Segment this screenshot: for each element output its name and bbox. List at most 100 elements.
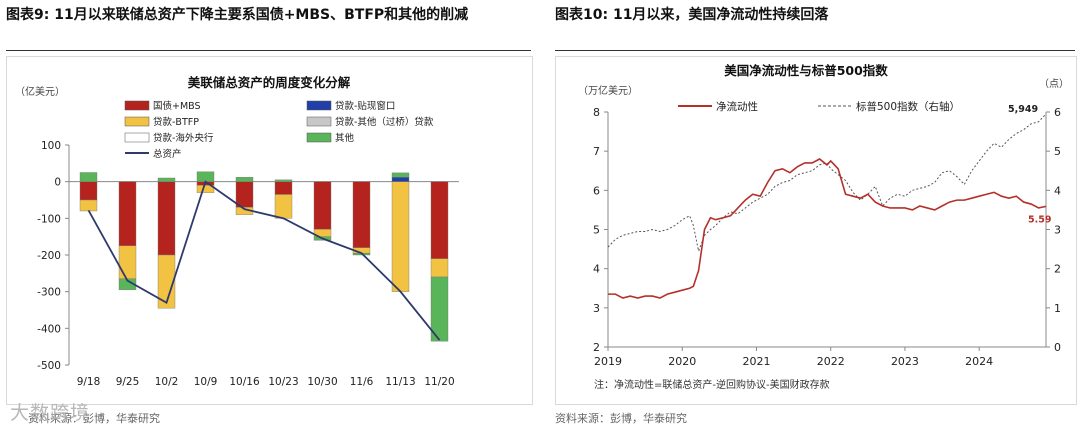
- net-liquidity-line: [608, 158, 1047, 299]
- bar-treasury_mbs: [118, 181, 137, 247]
- source-note: 资料来源：彭博，华泰研究: [28, 412, 160, 425]
- bar-other: [157, 177, 176, 182]
- x-tick-label: 11/13: [385, 376, 415, 388]
- legend-swatch-other: [306, 132, 332, 143]
- legend-swatch-other-credit: [306, 116, 332, 127]
- bar-btfp: [391, 181, 410, 292]
- bar-treasury_mbs: [352, 181, 371, 248]
- bar-btfp: [79, 199, 98, 212]
- x-tick-label: 10/16: [229, 376, 260, 388]
- figure-10-panel: 美国净流动性与标普500指数 （万亿美元） （点） 净流动性 标普500指数（右…: [555, 56, 1077, 405]
- bar-btfp: [430, 258, 449, 278]
- plot-area: 100 0 -100 -200 -300 -400 -500 9/18 9/25 10/2 10/9…: [37, 140, 459, 388]
- bar-btfp: [274, 194, 293, 219]
- source-note: 资料来源：彭博，华泰研究: [555, 412, 687, 425]
- x-tick-label: 10/9: [194, 376, 218, 388]
- weekly-balance-sheet-chart: 美联储总资产的周度变化分解 （亿美元） 国债+MBS 贷款-贴现窗口 贷款-BT…: [15, 75, 459, 388]
- left-tick-label: 2: [593, 341, 600, 354]
- legend-label-other: 其他: [335, 132, 355, 144]
- bar-other: [391, 172, 410, 178]
- bar-other: [430, 276, 449, 342]
- chart-title: 美国净流动性与标普500指数: [724, 63, 888, 78]
- bar-treasury_mbs: [79, 181, 98, 201]
- sp500-last-label: 5,949: [1008, 104, 1038, 115]
- left-tick-label: 7: [593, 145, 600, 158]
- bar-other: [79, 172, 98, 182]
- chart-title: 美联储总资产的周度变化分解: [188, 75, 351, 90]
- watermark: 大数跨境: [10, 402, 91, 424]
- x-tick-label: 9/25: [116, 376, 140, 388]
- right-tick-label: 5: [1054, 145, 1061, 158]
- sp500-line: [607, 113, 1047, 253]
- y-tick-label: -300: [37, 287, 61, 299]
- right-tick-label: 4: [1054, 184, 1061, 197]
- left-tick-label: 3: [593, 302, 600, 315]
- x-tick-label: 2023: [891, 355, 919, 368]
- legend-label-treasury-mbs: 国债+MBS: [153, 100, 201, 112]
- left-tick-label: 4: [593, 263, 600, 276]
- legend-label-total-assets: 总资产: [153, 148, 182, 160]
- bar-btfp: [157, 254, 176, 309]
- net-liquidity-chart: 美国净流动性与标普500指数 （万亿美元） （点） 净流动性 标普500指数（右…: [578, 63, 1069, 391]
- figure-9-panel: 美联储总资产的周度变化分解 （亿美元） 国债+MBS 贷款-贴现窗口 贷款-BT…: [6, 56, 533, 405]
- x-tick-label: 9/18: [77, 376, 101, 388]
- bar-treasury_mbs: [274, 181, 293, 195]
- bar-treasury_mbs: [235, 181, 254, 208]
- footnote: 注：净流动性=联储总资产-逆回购协议-美国财政存款: [594, 378, 830, 391]
- bar-other: [235, 177, 254, 182]
- legend-label-btfp: 贷款-BTFP: [153, 116, 199, 128]
- x-tick-label: 10/2: [155, 376, 179, 388]
- x-tick-label: 2024: [965, 355, 993, 368]
- legend-label-net-liquidity: 净流动性: [716, 100, 758, 113]
- left-axis-unit: （万亿美元）: [578, 84, 638, 97]
- net-liquidity-last-label: 5.59: [1028, 214, 1051, 225]
- left-tick-label: 5: [593, 224, 600, 237]
- bar-treasury_mbs: [157, 181, 176, 256]
- total-assets-line: [87, 180, 441, 341]
- legend-swatch-fx-central-bank: [124, 132, 150, 143]
- x-tick-label: 2019: [594, 355, 622, 368]
- right-axis-unit: （点）: [1039, 78, 1069, 90]
- y-axis-unit: （亿美元）: [15, 85, 65, 98]
- legend: 净流动性 标普500指数（右轴）: [678, 100, 960, 113]
- title-divider: [555, 50, 1075, 51]
- x-tick-label: 2021: [742, 355, 770, 368]
- bar-btfp: [196, 185, 215, 193]
- bar-other: [274, 179, 293, 182]
- y-tick-label: -200: [37, 250, 61, 262]
- right-tick-label: 1: [1054, 302, 1061, 315]
- legend-label-sp500: 标普500指数（右轴）: [856, 100, 960, 113]
- x-tick-label: 2020: [668, 355, 696, 368]
- right-tick-label: 6: [1054, 106, 1061, 119]
- legend-label-fx-central-bank: 贷款-海外央行: [153, 132, 214, 144]
- x-tick-label: 11/20: [424, 376, 454, 388]
- y-tick-label: 100: [41, 140, 61, 152]
- plot-area: 2 3 4 5 6 7 8 0 1 2 3 4 5 6 2019 2020 2021 2022 2023 2024 5.…: [593, 104, 1061, 368]
- bar-treasury_mbs: [430, 181, 449, 259]
- legend-label-discount-window: 贷款-贴现窗口: [335, 100, 395, 112]
- left-tick-label: 8: [593, 106, 600, 119]
- x-tick-label: 10/30: [307, 376, 337, 388]
- figure-10-title: 图表10: 11月以来，美国净流动性持续回落: [555, 7, 829, 23]
- legend-swatch-treasury-mbs: [124, 100, 150, 111]
- legend-swatch-btfp: [124, 116, 150, 127]
- legend-label-other-credit: 贷款-其他（过桥）贷款: [335, 116, 434, 128]
- x-tick-label: 2022: [817, 355, 845, 368]
- y-tick-label: -500: [37, 360, 61, 372]
- y-tick-label: -100: [37, 213, 61, 225]
- bar-discount_window: [391, 177, 410, 182]
- right-tick-label: 0: [1054, 341, 1061, 354]
- title-divider: [6, 50, 531, 51]
- legend: 国债+MBS 贷款-贴现窗口 贷款-BTFP 贷款-其他（过桥）贷款 贷款-海外…: [124, 100, 434, 160]
- x-tick-label: 11/6: [350, 376, 374, 388]
- bar-btfp: [118, 245, 137, 280]
- y-tick-label: 0: [54, 177, 61, 189]
- legend-swatch-discount-window: [306, 100, 332, 111]
- bar-treasury_mbs: [313, 181, 332, 230]
- figure-9-title: 图表9: 11月以来联储总资产下降主要系国债+MBS、BTFP和其他的削减: [6, 7, 469, 23]
- right-tick-label: 3: [1054, 224, 1061, 237]
- y-tick-label: -400: [37, 323, 61, 335]
- right-tick-label: 2: [1054, 263, 1061, 276]
- x-tick-label: 10/23: [268, 376, 298, 388]
- left-tick-label: 6: [593, 184, 600, 197]
